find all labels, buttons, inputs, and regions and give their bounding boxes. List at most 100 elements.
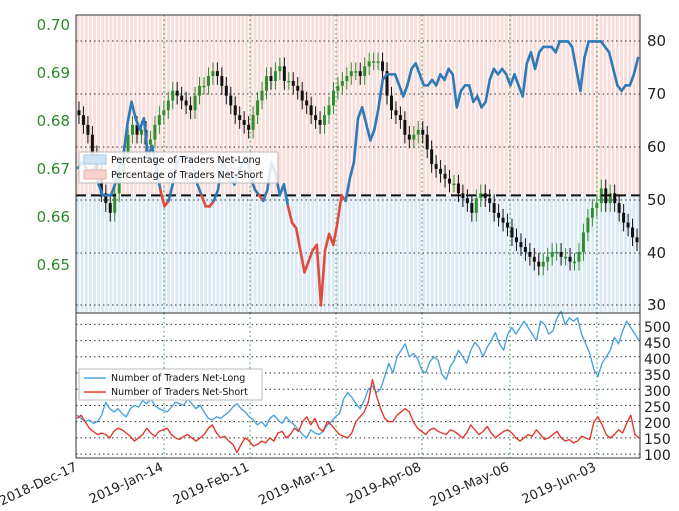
net-short-band-stripe xyxy=(414,15,418,196)
date-tick-label: 2018-Dec-17 xyxy=(0,460,80,509)
candle-body xyxy=(613,193,617,204)
net-long-band-stripe xyxy=(216,195,220,313)
net-long-band-stripe xyxy=(257,195,261,313)
candle-body xyxy=(474,198,478,213)
candle-body xyxy=(590,207,594,218)
candle-body xyxy=(193,95,197,111)
candle-body xyxy=(376,61,380,63)
net-long-band-stripe xyxy=(307,195,311,313)
count-tick-label: 200 xyxy=(644,416,671,432)
candle-body xyxy=(358,71,362,77)
net-long-band-stripe xyxy=(624,195,628,313)
net-short-band-stripe xyxy=(513,15,516,196)
net-long-percentage-segment xyxy=(414,62,422,76)
net-short-band-stripe xyxy=(364,15,368,196)
candle-body xyxy=(434,164,438,169)
net-short-band-stripe xyxy=(265,15,269,196)
net-short-band-stripe xyxy=(438,15,442,196)
net-short-band-stripe xyxy=(463,15,467,196)
net-short-band-stripe xyxy=(554,15,558,196)
net-long-percentage-segment xyxy=(434,73,442,87)
candle-body xyxy=(425,134,429,150)
net-short-band-stripe xyxy=(583,15,586,196)
top-legend: Percentage of Traders Net-Long Percentag… xyxy=(78,151,279,184)
candle-body xyxy=(323,115,327,125)
net-long-percentage-segment xyxy=(476,95,483,109)
percent-tick-label: 50 xyxy=(647,191,666,209)
net-long-band-stripe xyxy=(117,195,121,313)
candle-body xyxy=(528,251,532,257)
net-long-band-stripe xyxy=(138,195,142,313)
net-short-band-stripe xyxy=(344,15,348,196)
net-long-percentage-segment xyxy=(352,117,360,164)
net-long-percentage-segment xyxy=(212,188,220,203)
net-long-band-stripe xyxy=(611,195,615,313)
net-short-band-stripe xyxy=(237,15,241,196)
net-short-band-stripe xyxy=(241,15,245,196)
net-long-band-stripe xyxy=(183,195,187,313)
net-long-band-stripe xyxy=(208,195,212,313)
net-long-band-stripe xyxy=(331,195,335,313)
candle-body xyxy=(385,71,389,96)
net-long-band-stripe xyxy=(484,195,488,313)
net-long-band-stripe xyxy=(134,195,138,313)
net-short-band-stripe xyxy=(233,15,236,196)
net-long-percentage-segment xyxy=(331,221,339,247)
net-short-band-stripe xyxy=(117,15,121,196)
net-long-percentage-segment xyxy=(628,73,636,87)
net-long-percentage-segment xyxy=(319,249,327,307)
price-axis: 0.70 0.69 0.68 0.67 0.66 0.65 xyxy=(37,16,70,274)
net-short-band-stripe xyxy=(578,15,582,196)
candle-body xyxy=(617,203,621,213)
net-short-band-stripe xyxy=(620,15,623,196)
candle-body xyxy=(305,100,309,106)
net-short-band-stripe xyxy=(315,15,319,196)
candle-body xyxy=(546,256,550,262)
candle-body xyxy=(349,71,353,77)
net-long-band-stripe xyxy=(253,195,257,313)
net-long-band-stripe xyxy=(237,195,241,313)
net-long-band-stripe xyxy=(418,195,422,313)
net-short-band-stripe xyxy=(360,15,364,196)
net-long-band-stripe xyxy=(101,195,105,313)
net-long-band-stripe xyxy=(591,195,595,313)
net-long-band-stripe xyxy=(373,195,376,313)
net-long-band-stripe xyxy=(76,195,80,313)
net-long-band-stripe xyxy=(130,195,133,313)
net-short-band-stripe xyxy=(175,15,179,196)
candle-body xyxy=(559,251,563,257)
net-long-band-stripe xyxy=(80,195,84,313)
net-short-band-stripe xyxy=(101,15,105,196)
candle-body xyxy=(372,61,376,63)
price-tick-label: 0.70 xyxy=(37,16,70,34)
net-short-band-stripe xyxy=(150,15,154,196)
net-short-band-stripe xyxy=(373,15,376,196)
candle-body xyxy=(81,115,85,125)
net-short-band-stripe xyxy=(158,15,162,196)
net-long-percentage-segment xyxy=(97,183,105,197)
candle-body xyxy=(577,251,581,262)
price-tick-label: 0.69 xyxy=(37,64,70,82)
net-short-band-stripe xyxy=(294,15,298,196)
legend-label-net-short-count: Number of Traders Net-Short xyxy=(111,387,248,398)
net-short-band-stripe xyxy=(113,15,117,196)
net-long-band-stripe xyxy=(414,195,418,313)
candle-body xyxy=(157,115,161,125)
net-long-band-stripe xyxy=(290,195,294,313)
net-short-band-stripe xyxy=(405,15,409,196)
net-long-band-stripe xyxy=(125,195,129,313)
net-long-band-stripe xyxy=(364,195,368,313)
net-short-band-stripe xyxy=(410,15,413,196)
candle-body xyxy=(510,227,514,238)
net-long-band-stripe xyxy=(533,195,537,313)
net-long-band-stripe xyxy=(356,195,360,313)
net-long-band-stripe xyxy=(282,195,286,313)
net-long-band-stripe xyxy=(401,195,405,313)
net-long-band-stripe xyxy=(286,195,290,313)
net-long-band-stripe xyxy=(146,195,150,313)
net-long-band-stripe xyxy=(434,195,438,313)
net-long-percentage-segment xyxy=(611,67,619,87)
net-short-band-stripe xyxy=(134,15,138,196)
net-long-percentage-segment xyxy=(126,100,133,126)
candle-body xyxy=(568,256,572,262)
